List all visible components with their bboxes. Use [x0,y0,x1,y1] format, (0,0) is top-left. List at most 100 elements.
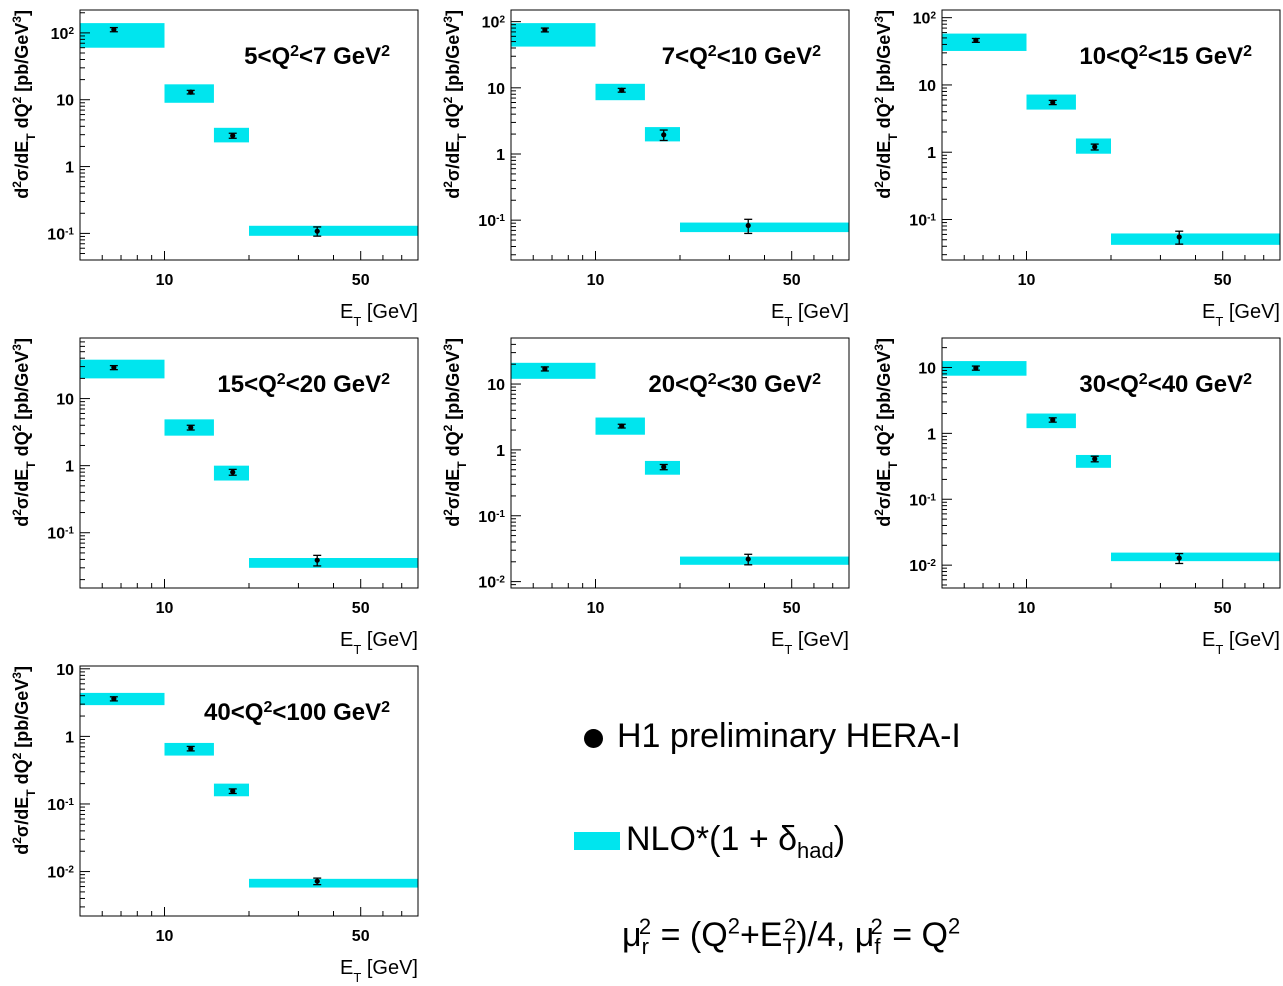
data-point [661,132,667,138]
nlo-band [942,33,1027,51]
scale-formula: μr2 = (Q2+ET2)/4, μf2 = Q2 [622,914,961,960]
y-tick-label: 10 [918,360,936,377]
y-tick-label: 1 [65,160,74,177]
data-point [1092,456,1098,462]
x-axis-label: ET [GeV] [1202,301,1280,329]
y-tick-label: 102 [913,10,937,28]
x-tick-label: 10 [1018,272,1036,289]
nlo-band [511,362,596,379]
nlo-band [680,222,849,233]
panel-title: 40<Q2<100 GeV2 [204,699,390,727]
panel-title: 7<Q2<10 GeV2 [662,43,821,71]
x-tick-label: 10 [156,272,174,289]
data-point [230,469,236,475]
x-axis-label: ET [GeV] [340,957,418,985]
x-tick-label: 10 [156,600,174,617]
y-tick-label: 10 [487,377,505,394]
y-axis-label: d2σ/dET dQ2 [pb/GeV3] [441,338,469,527]
legend-nlo-label: NLO*(1 + δhad) [626,820,846,863]
nlo-band [80,23,165,48]
y-tick-label: 10-1 [47,796,74,814]
panel-6: 10 50 10 1 10-1 10-2 30<Q2<40 GeV2 ET [GeV] d2σ/… [872,337,1281,657]
x-tick-label: 10 [1018,600,1036,617]
data-point [111,26,117,33]
panel-1: 10 50 102 10 1 10-1 5<Q2<7 GeV2 ET [GeV] d2σ/dET… [10,9,419,329]
y-tick-label: 10-2 [47,864,74,882]
legend-scales: μr2 = (Q2+ET2)/4, μf2 = Q2 [622,914,960,960]
data-point [314,228,320,234]
x-axis-label: ET [GeV] [1202,629,1280,657]
data-point [1176,234,1182,240]
data-point [542,366,548,372]
nlo-band [1111,552,1280,562]
panel-3: 10 50 102 10 1 10-1 10<Q2<15 GeV2 ET [GeV] d2σ/d… [872,9,1281,329]
data-point [188,424,194,431]
legend-data: H1 preliminary HERA-I [584,717,961,756]
panel-title: 30<Q2<40 GeV2 [1079,371,1252,399]
y-tick-label: 10-1 [47,525,74,543]
y-tick-label: 10-1 [909,492,936,510]
data-point [1092,144,1098,150]
y-tick-label: 10-2 [478,574,505,592]
y-tick-label: 10-1 [909,212,936,230]
data-point [111,364,117,371]
x-axis-label: ET [GeV] [340,629,418,657]
data-point [745,556,751,562]
y-tick-label: 1 [496,147,505,164]
nlo-band [1111,233,1280,245]
x-tick-label: 50 [783,272,801,289]
data-point [661,464,667,470]
data-point [188,745,194,752]
data-point [314,557,320,563]
x-axis-label: ET [GeV] [771,629,849,657]
nlo-band [249,558,418,568]
data-point [745,222,751,229]
y-tick-label: 10 [487,81,505,98]
data-point [314,878,320,884]
x-tick-label: 50 [1214,600,1232,617]
panel-title: 5<Q2<7 GeV2 [244,43,390,71]
y-tick-label: 102 [51,25,75,43]
panel-4: 10 50 10 1 10-1 15<Q2<20 GeV2 ET [GeV] d2σ/dET … [10,337,419,657]
data-point [973,365,979,371]
data-point [973,37,979,43]
data-point [230,788,236,794]
nlo-band [680,556,849,565]
panel-title: 10<Q2<15 GeV2 [1079,43,1252,71]
data-point [1050,99,1056,106]
nlo-band [249,225,418,236]
y-axis-label: d2σ/dET dQ2 [pb/GeV3] [10,666,38,855]
y-tick-label: 10 [56,93,74,110]
panel-5: 10 50 10 1 10-1 10-2 20<Q2<30 GeV2 ET [GeV] d2σ/… [441,337,850,657]
y-tick-label: 10-1 [478,213,505,231]
legend-nlo: NLO*(1 + δhad) [574,820,845,864]
y-tick-label: 10 [918,78,936,95]
data-point [1176,555,1182,561]
data-point [542,27,548,33]
data-point [619,87,625,93]
y-tick-label: 102 [482,14,506,32]
x-tick-label: 10 [587,272,605,289]
y-axis-label: d2σ/dET dQ2 [pb/GeV3] [441,10,469,199]
y-tick-label: 1 [927,145,936,162]
y-axis-label: d2σ/dET dQ2 [pb/GeV3] [10,338,38,527]
y-axis-label: d2σ/dET dQ2 [pb/GeV3] [10,10,38,199]
x-tick-label: 50 [352,600,370,617]
nlo-band [80,692,165,706]
panel-7: 10 50 10 1 10-1 10-2 40<Q2<100 GeV2 ET [GeV] d2σ… [10,662,419,985]
panel-title: 15<Q2<20 GeV2 [217,371,390,399]
y-tick-label: 10-1 [478,508,505,526]
nlo-band [511,23,596,47]
y-tick-label: 1 [65,729,74,746]
legend-data-label: H1 preliminary HERA-I [617,717,961,755]
panel-2: 10 50 102 10 1 10-1 7<Q2<10 GeV2 ET [GeV] d2σ/dE… [441,9,850,329]
x-tick-label: 10 [587,600,605,617]
x-tick-label: 50 [1214,272,1232,289]
x-tick-label: 50 [352,272,370,289]
data-point-marker-icon [584,728,603,748]
nlo-band [942,361,1027,376]
y-tick-label: 1 [65,459,74,476]
data-point [619,423,625,429]
nlo-band [249,878,418,888]
